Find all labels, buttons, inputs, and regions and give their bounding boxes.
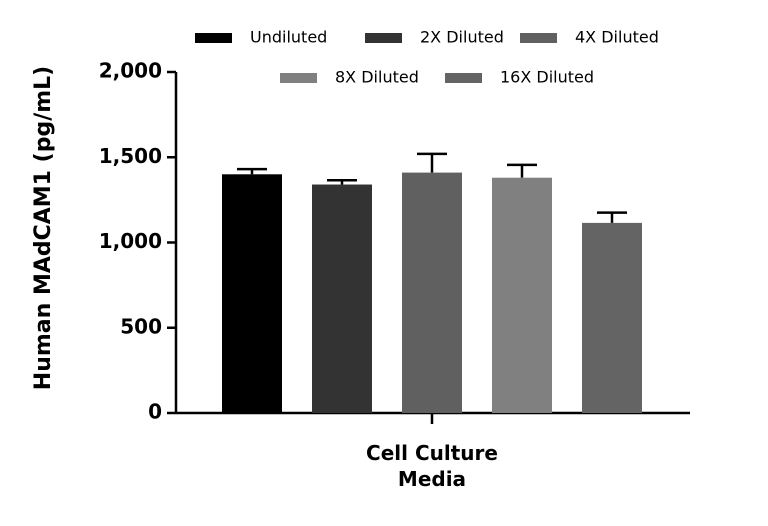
legend-label: 16X Diluted (500, 68, 594, 87)
legend-swatch (280, 73, 317, 83)
legend-swatch (195, 33, 232, 43)
y-tick-label: 2,000 (99, 59, 162, 83)
bar (312, 184, 372, 413)
legend-swatch (365, 33, 402, 43)
y-axis-title: Human MAdCAM1 (pg/mL) (31, 66, 56, 390)
y-tick-label: 0 (148, 400, 162, 424)
legend-label: Undiluted (250, 28, 327, 47)
legend-swatch (520, 33, 557, 43)
y-tick-label: 500 (120, 314, 162, 338)
bar (402, 172, 462, 413)
legend-label: 2X Diluted (420, 28, 504, 47)
bar (492, 177, 552, 413)
bar (222, 174, 282, 413)
y-tick-label: 1,500 (99, 144, 162, 168)
y-tick-label: 1,000 (99, 229, 162, 253)
legend-label: 8X Diluted (335, 68, 419, 87)
x-tick-label: Cell Culture Media (366, 441, 498, 491)
legend-label: 4X Diluted (575, 28, 659, 47)
bar (582, 222, 642, 413)
legend-swatch (445, 73, 482, 83)
